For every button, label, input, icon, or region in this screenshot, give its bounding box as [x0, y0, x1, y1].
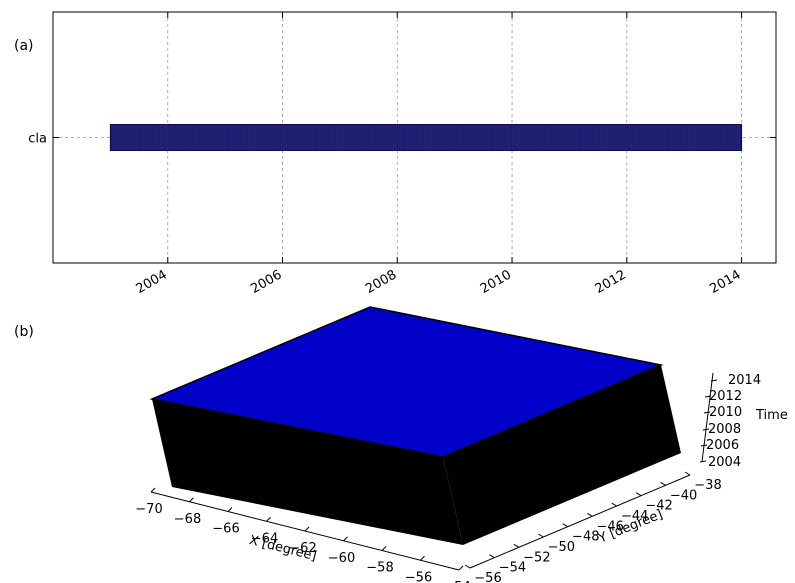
x-tick-label: 2008: [363, 267, 399, 297]
z-tick-mark: [699, 460, 707, 463]
z-tick-mark: [702, 428, 710, 431]
box-top-face: [149, 306, 664, 458]
x-tick-label: −58: [366, 561, 393, 576]
y-tick-mark: [562, 523, 569, 528]
x-tick-mark: [266, 516, 271, 522]
box-front-face: [152, 399, 463, 545]
y-tick-label: −42: [645, 499, 672, 514]
z-tick-mark: [704, 395, 712, 398]
box-right-face: [443, 365, 681, 545]
panel-b-label: (b): [14, 324, 34, 340]
x-tick-label: 2004: [134, 267, 170, 297]
timeline-chart: 2004 2006 2008 2010 2012 2014 cla: [28, 11, 777, 297]
y-axis-line: [469, 474, 691, 569]
y-tick-label: −40: [670, 488, 697, 503]
z-tick-label: 2004: [708, 455, 741, 470]
x-tick-label: −60: [328, 551, 355, 566]
x-tick-mark: [227, 507, 233, 512]
z-tick-mark: [700, 444, 708, 447]
y-tick-mark: [513, 543, 520, 548]
bars: [109, 124, 743, 151]
panel-a-label: (a): [14, 38, 34, 54]
y-tick-label: −48: [572, 530, 599, 545]
x-tick-label: −70: [135, 502, 162, 517]
x-tick-label: −68: [174, 512, 201, 527]
y-tick-mark: [586, 512, 593, 517]
z-tick-mark: [703, 411, 711, 414]
y-tick-label: cla: [28, 132, 47, 147]
y-tick-label: −56: [474, 571, 501, 583]
z-tick-mark: [710, 379, 718, 382]
x-tick-label: 2010: [478, 267, 514, 297]
x-tick-label: 2006: [248, 267, 284, 297]
x-tick-mark: [150, 487, 156, 493]
x-tick-label: 2014: [707, 267, 743, 297]
z-axis-line: [701, 372, 714, 463]
y-tick-mark: [538, 533, 544, 538]
y-tick-mark: [611, 502, 617, 507]
x-tick-label: −66: [212, 522, 239, 537]
x-tick-mark: [420, 555, 425, 561]
y-tick-label: −38: [694, 478, 721, 493]
x-tick-mark: [381, 546, 387, 551]
y-tick-mark: [660, 481, 666, 486]
x-tick-mark: [458, 565, 464, 571]
y-tick-mark: [464, 564, 471, 569]
z-tick-label: 2010: [709, 405, 742, 420]
x-tick-label: −56: [405, 570, 432, 583]
x-tick-label: −64: [251, 531, 278, 546]
x-tick-mark: [189, 497, 194, 503]
y-tick-label: −46: [597, 519, 624, 534]
3d-box-chart: −70−68−66−64−62−60−58−56−54X [degree]−56…: [135, 306, 788, 583]
x-tick-label: −62: [289, 541, 316, 556]
y-tick-mark: [489, 554, 495, 559]
y-tick-mark: [635, 492, 642, 497]
x-ticks: 2004 2006 2008 2010 2012 2014: [134, 12, 744, 297]
y-tick-mark: [684, 471, 691, 476]
z-tick-label: 2006: [706, 438, 739, 453]
x-tick-label: 2012: [593, 267, 629, 297]
z-tick-label: 2012: [709, 389, 742, 404]
y-tick-labels: cla: [28, 132, 776, 147]
x-tick-mark: [304, 526, 310, 532]
y-tick-label: −52: [523, 550, 550, 565]
x-tick-mark: [343, 536, 348, 542]
y-tick-label: −50: [548, 540, 575, 555]
z-tick-label: 2008: [708, 422, 741, 437]
y-tick-label: −44: [621, 509, 648, 524]
z-tick-label: 2014: [728, 373, 761, 388]
z-axis-label: Time: [755, 408, 788, 423]
x-axis-label: X [degree]: [248, 533, 318, 564]
x-tick-label: −54: [443, 580, 470, 583]
y-tick-label: −54: [499, 561, 526, 576]
